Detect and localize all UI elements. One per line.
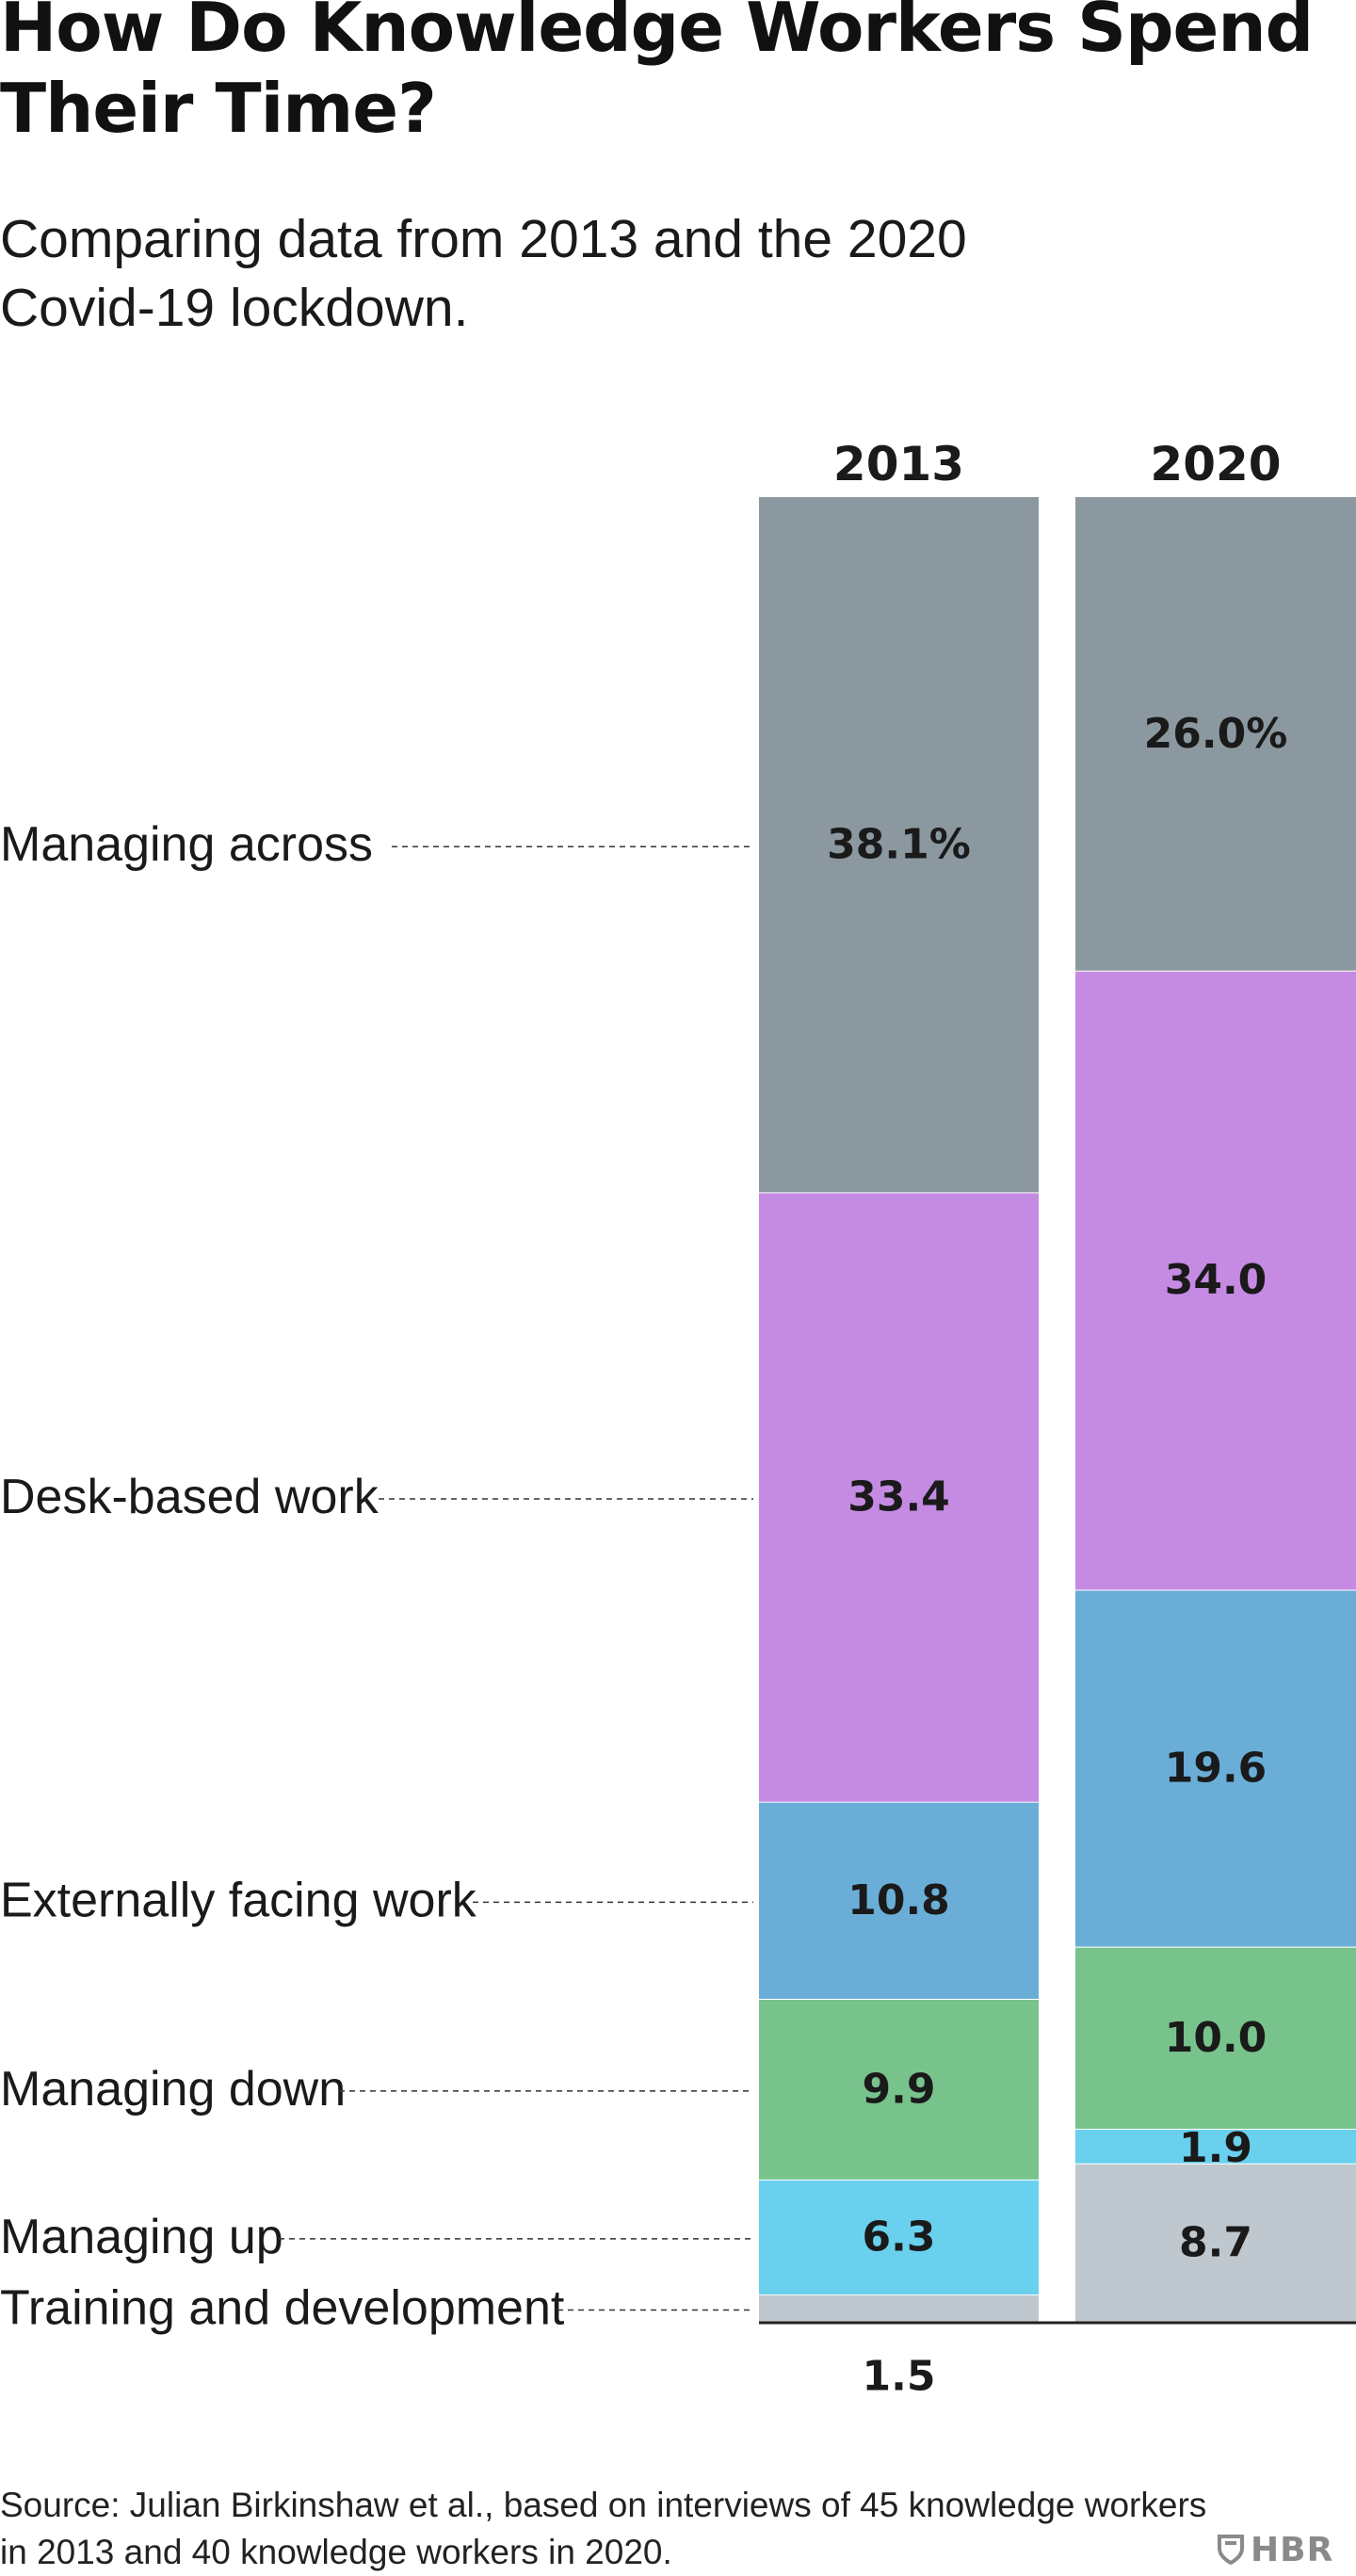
bar-2020-externally-facing-work <box>1075 1589 1356 1947</box>
logo-text: HBR <box>1251 2530 1334 2569</box>
bar-2013-managing-up <box>759 2179 1039 2294</box>
legend-label-training-and-development: Training and development <box>0 2280 565 2335</box>
legend-label-externally-facing-work: Externally facing work <box>0 1873 477 1927</box>
bar-2020-training-and-development <box>1075 2163 1356 2322</box>
chart-title: How Do Knowledge Workers Spend Their Tim… <box>0 0 1314 148</box>
value-label-2013-managing-up: 6.3 <box>863 2213 936 2261</box>
value-label-2020-training-and-development: 8.7 <box>1179 2218 1252 2266</box>
value-label-2013-managing-across: 38.1% <box>827 821 971 869</box>
value-label-2020-managing-across: 26.0% <box>1144 710 1288 758</box>
value-label-2013-externally-facing-work: 10.8 <box>848 1876 950 1924</box>
bar-2020-managing-down <box>1075 1946 1356 2129</box>
bar-2020-managing-up <box>1075 2128 1356 2164</box>
legend-label-managing-across: Managing across <box>0 817 373 872</box>
legend-label-managing-up: Managing up <box>0 2210 283 2264</box>
bar-2013-externally-facing-work <box>759 1801 1039 1999</box>
value-label-2020-managing-up: 1.9 <box>1179 2124 1252 2172</box>
value-label-2020-desk-based-work: 34.0 <box>1165 1256 1267 1304</box>
shield-icon <box>1218 2535 1244 2566</box>
column-label-2013: 2013 <box>833 437 964 491</box>
source-note: Source: Julian Birkinshaw et al., based … <box>0 2486 1207 2571</box>
value-label-2013-training-and-development: 1.5 <box>863 2353 936 2401</box>
bar-2020-managing-across <box>1075 497 1356 971</box>
hbr-logo: HBR <box>1217 2529 1333 2570</box>
bar-2013-managing-down <box>759 1998 1039 2180</box>
legend-label-managing-down: Managing down <box>0 2062 346 2117</box>
bar-2013-training-and-development <box>759 2294 1039 2322</box>
stacked-bar-chart: 2013 2020 38.1% 26.0% 33.4 34.0 10.8 19.6 9.9 10.… <box>0 437 1356 2401</box>
value-label-2013-desk-based-work: 33.4 <box>848 1473 950 1521</box>
legend-label-desk-based-work: Desk-based work <box>0 1470 379 1524</box>
value-label-2020-externally-facing-work: 19.6 <box>1165 1745 1267 1793</box>
value-label-2013-managing-down: 9.9 <box>863 2065 936 2113</box>
bar-2020-desk-based-work <box>1075 970 1356 1590</box>
bar-2013-desk-based-work <box>759 1192 1039 1802</box>
chart-subtitle: Comparing data from 2013 and the 2020 Co… <box>0 209 967 338</box>
column-label-2020: 2020 <box>1150 437 1281 491</box>
value-label-2020-managing-down: 10.0 <box>1165 2014 1267 2062</box>
bar-2013-managing-across <box>759 497 1039 1193</box>
